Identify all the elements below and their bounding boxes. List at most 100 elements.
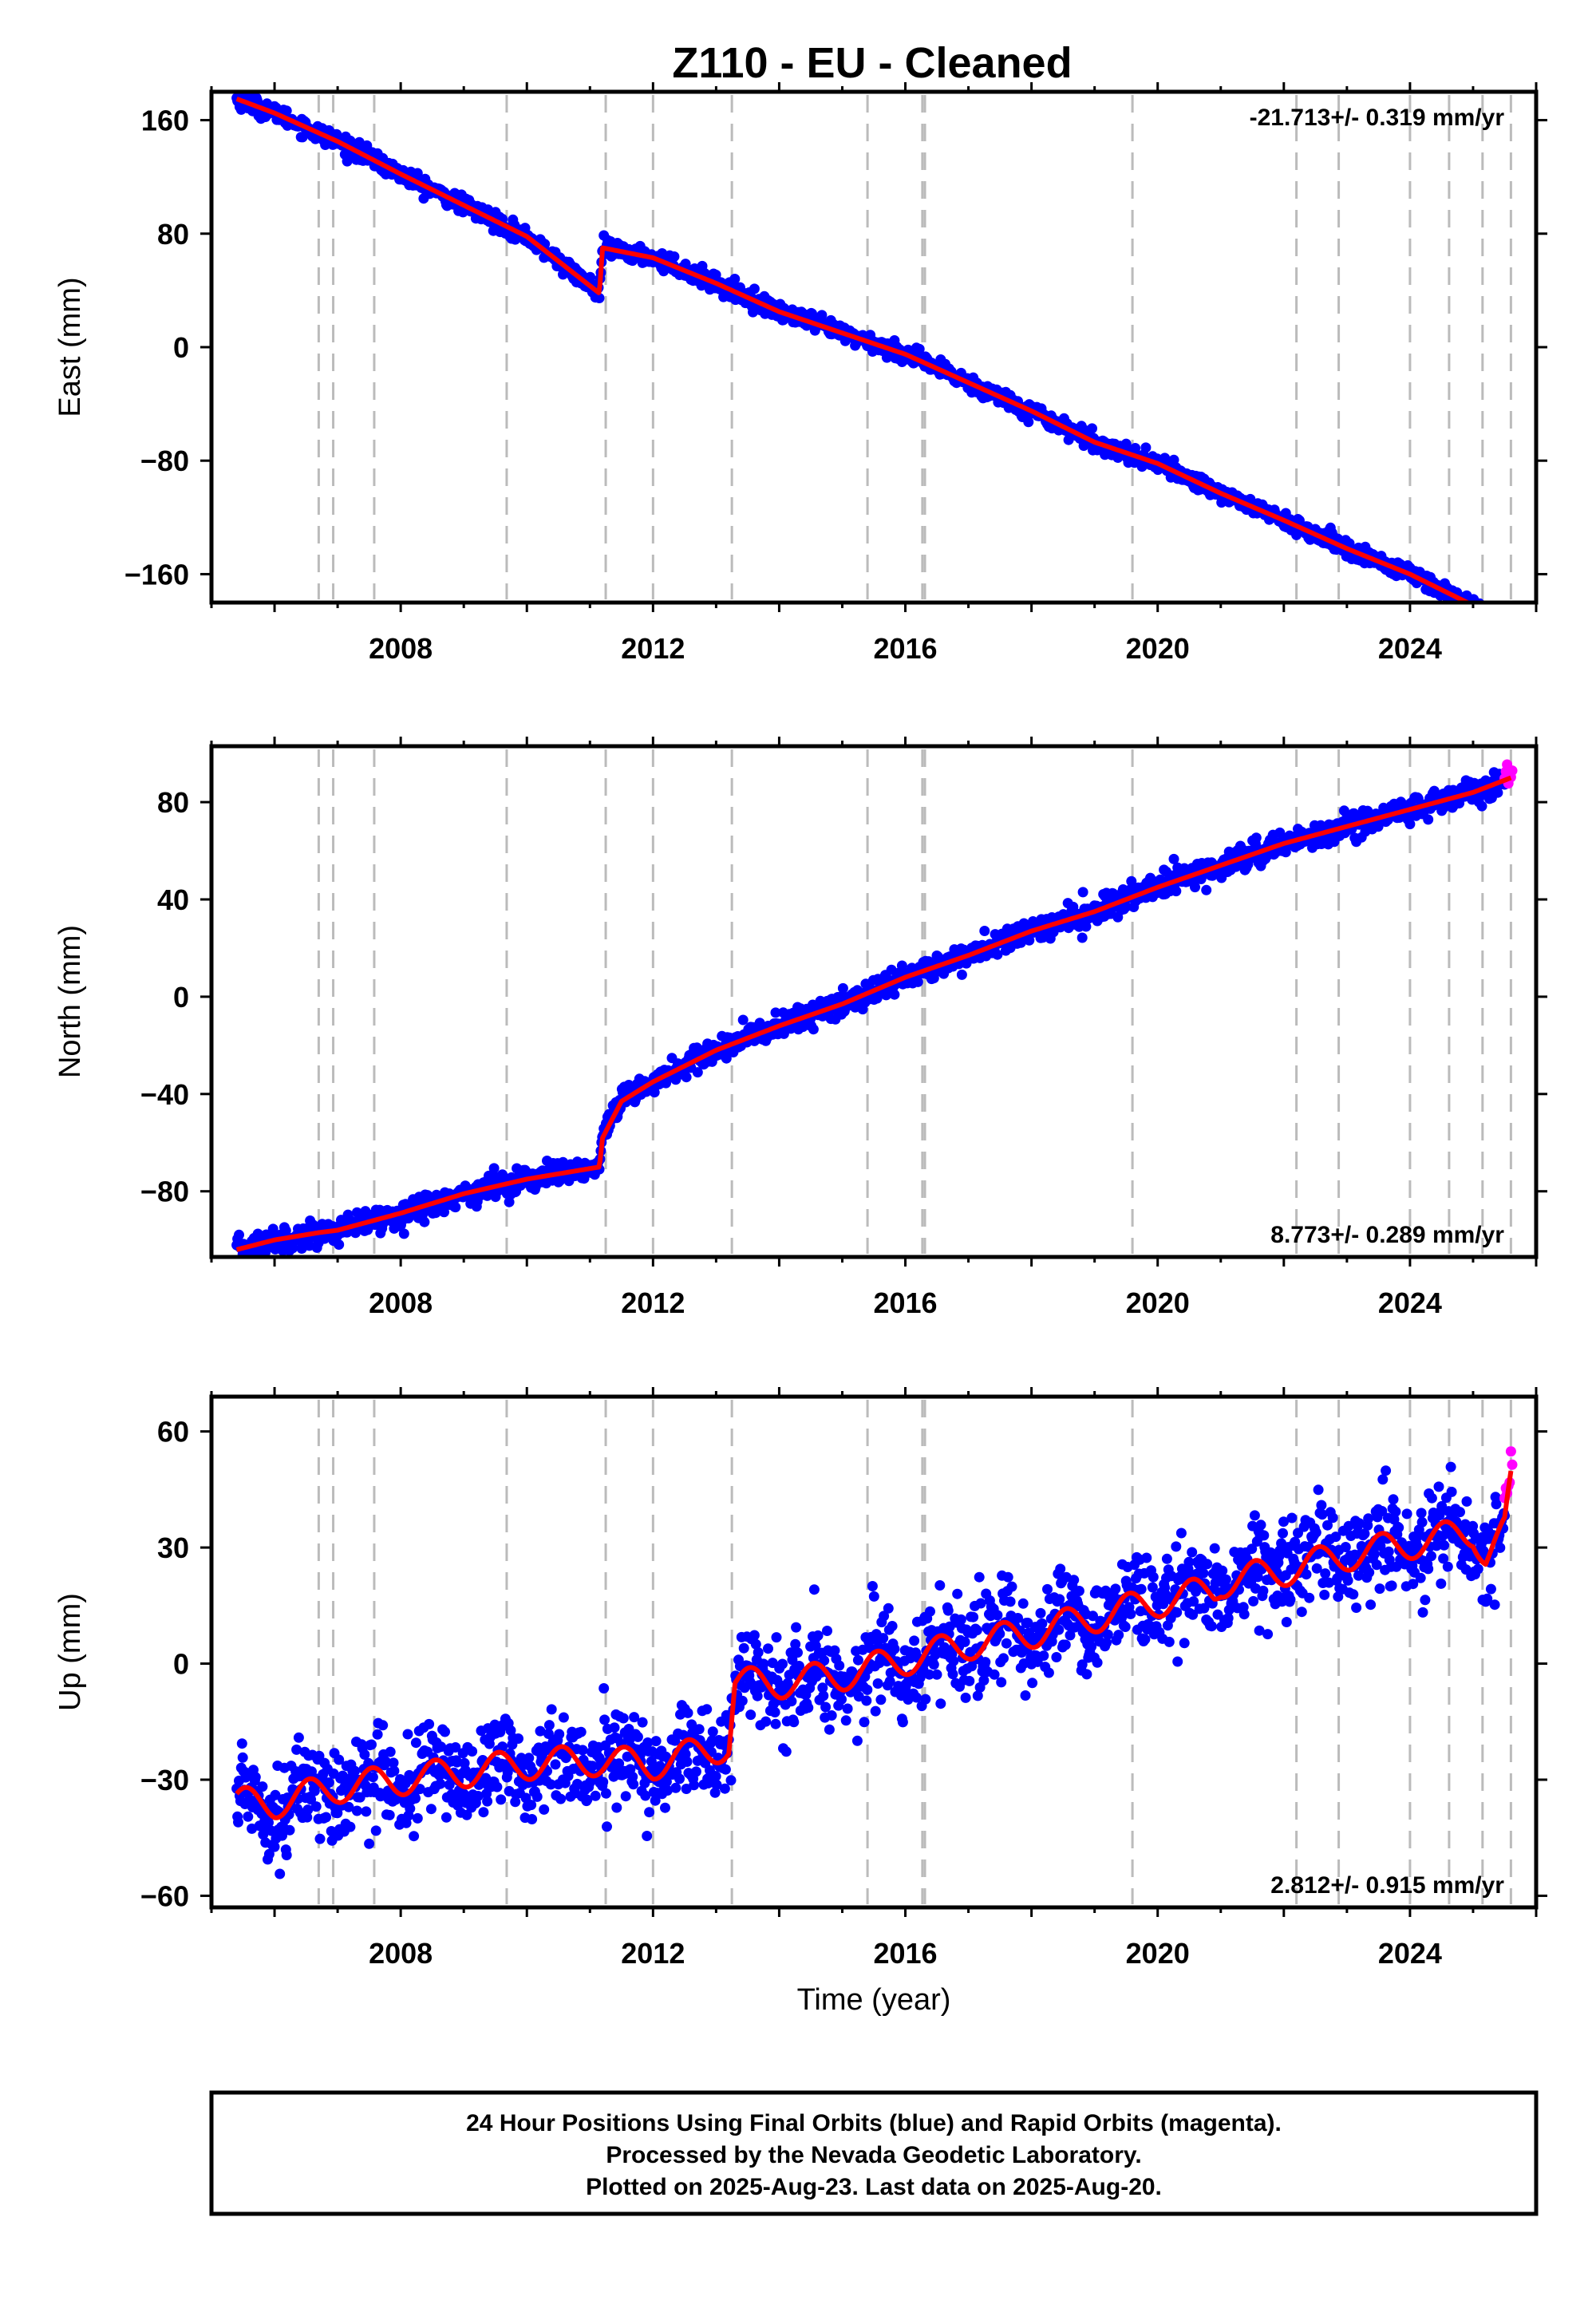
- up-final-point: [377, 1720, 389, 1731]
- north-final-point: [992, 949, 1003, 960]
- up-final-point: [1092, 1657, 1103, 1668]
- up-final-point: [410, 1792, 421, 1804]
- up-final-point: [1286, 1512, 1298, 1524]
- up-final-point: [321, 1812, 332, 1823]
- up-final-point: [412, 1812, 423, 1824]
- up-final-point: [1110, 1583, 1121, 1595]
- east-rate-label: -21.713+/- 0.319 mm/yr: [1250, 105, 1505, 131]
- up-final-point: [384, 1809, 395, 1820]
- north-ytick-label: 80: [157, 786, 189, 819]
- up-final-point: [650, 1736, 662, 1747]
- east-final-point: [669, 251, 680, 262]
- up-final-point: [531, 1791, 543, 1802]
- north-final-point: [889, 989, 900, 1000]
- up-final-point: [928, 1659, 939, 1670]
- east-ytick-label: 160: [141, 105, 189, 137]
- north-final-point: [1190, 882, 1200, 893]
- up-final-point: [1171, 1607, 1183, 1618]
- up-final-point: [788, 1717, 800, 1728]
- up-final-point: [1172, 1656, 1183, 1667]
- up-final-point: [1249, 1510, 1260, 1521]
- up-final-point: [482, 1796, 493, 1807]
- north-final-point: [1024, 935, 1035, 946]
- up-final-point: [738, 1642, 749, 1654]
- north-xtick-label: 2024: [1378, 1286, 1442, 1319]
- up-final-point: [852, 1654, 863, 1666]
- up-final-point: [409, 1831, 420, 1842]
- up-final-point: [611, 1802, 622, 1813]
- up-final-point: [1187, 1547, 1198, 1558]
- up-final-point: [861, 1695, 872, 1706]
- up-final-point: [1069, 1575, 1080, 1586]
- east-xtick-label: 2012: [621, 632, 685, 665]
- up-final-point: [467, 1746, 478, 1757]
- up-final-point: [1136, 1583, 1147, 1595]
- up-final-point: [558, 1712, 569, 1723]
- up-final-point: [948, 1655, 959, 1666]
- up-final-point: [753, 1647, 764, 1658]
- east-final-point: [585, 271, 596, 283]
- north-final-point: [450, 1202, 461, 1213]
- up-final-point: [1147, 1582, 1158, 1593]
- up-final-point: [543, 1720, 555, 1731]
- up-final-point: [350, 1765, 361, 1777]
- up-final-point: [269, 1841, 280, 1852]
- up-final-point: [824, 1724, 835, 1735]
- north-final-point: [692, 1067, 703, 1078]
- up-final-point: [971, 1625, 982, 1636]
- up-final-point: [302, 1812, 313, 1823]
- up-final-point: [803, 1702, 814, 1713]
- up-final-point: [887, 1621, 898, 1631]
- up-final-point: [947, 1669, 958, 1680]
- up-final-point: [435, 1778, 446, 1789]
- up-final-point: [236, 1738, 247, 1749]
- up-final-point: [670, 1782, 681, 1793]
- up-final-point: [527, 1814, 538, 1824]
- north-final-point: [721, 1053, 732, 1064]
- up-final-point: [263, 1817, 274, 1828]
- up-final-point: [975, 1598, 986, 1609]
- up-final-point: [345, 1821, 356, 1832]
- east-ylabel: East (mm): [53, 277, 87, 417]
- up-final-point: [601, 1788, 611, 1799]
- up-final-point: [707, 1726, 718, 1737]
- east-ytick-label: 0: [173, 331, 189, 364]
- up-final-point: [1258, 1585, 1269, 1596]
- up-final-point: [660, 1802, 670, 1813]
- north-final-point: [1492, 787, 1503, 798]
- up-final-point: [1206, 1621, 1217, 1632]
- north-final-point: [419, 1216, 430, 1227]
- up-final-point: [620, 1791, 631, 1802]
- up-final-point: [1163, 1636, 1175, 1647]
- north-final-point: [334, 1239, 345, 1250]
- up-final-point: [826, 1710, 837, 1721]
- north-ytick-label: −80: [140, 1176, 189, 1208]
- up-final-point: [719, 1783, 730, 1794]
- north-final-point: [1201, 884, 1212, 895]
- up-final-point: [1053, 1624, 1065, 1635]
- up-final-point: [250, 1772, 261, 1783]
- up-final-point: [681, 1757, 693, 1767]
- up-final-point: [1037, 1618, 1048, 1629]
- east-final-point: [1023, 417, 1034, 428]
- up-final-point: [372, 1729, 383, 1740]
- up-final-point: [1161, 1553, 1172, 1564]
- up-final-point: [749, 1630, 760, 1641]
- north-final-point: [681, 1072, 692, 1083]
- up-final-point: [389, 1765, 400, 1777]
- up-final-point: [310, 1801, 322, 1812]
- up-final-point: [689, 1780, 700, 1791]
- north-final-point: [1250, 832, 1262, 844]
- up-final-point: [942, 1605, 954, 1616]
- up-final-point: [760, 1716, 772, 1727]
- up-final-point: [998, 1653, 1009, 1664]
- up-final-point: [1258, 1530, 1270, 1541]
- up-final-point: [1038, 1650, 1049, 1662]
- up-final-point: [513, 1733, 523, 1744]
- north-final-point: [837, 982, 848, 994]
- north-model-line: [235, 775, 1512, 1252]
- up-final-point: [291, 1744, 302, 1755]
